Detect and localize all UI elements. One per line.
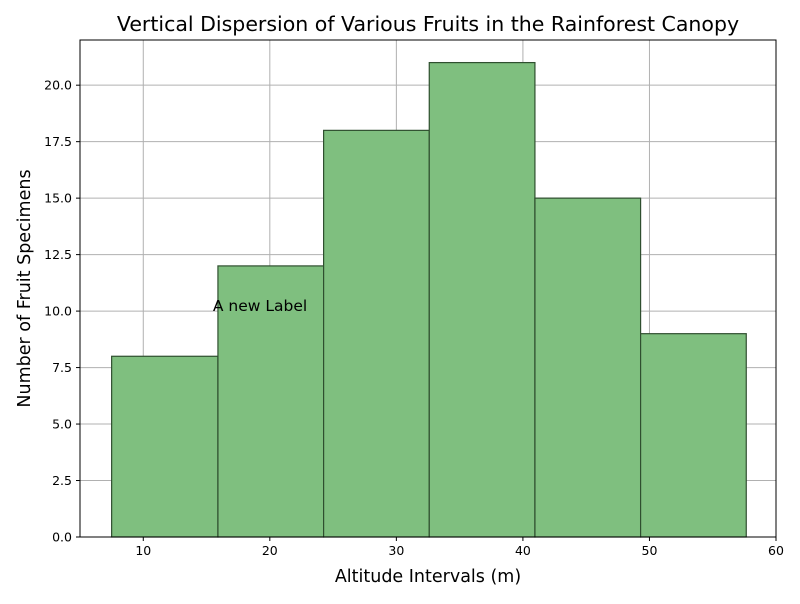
- plot-frame: [79, 39, 777, 538]
- chart-title: Vertical Dispersion of Various Fruits in…: [117, 12, 739, 36]
- x-tick-label: 50: [642, 543, 658, 558]
- y-tick-label: 7.5: [52, 360, 72, 375]
- y-tick-label: 2.5: [52, 473, 72, 488]
- x-axis-label: Altitude Intervals (m): [335, 567, 521, 587]
- histogram-bar: [534, 197, 642, 538]
- bars: [111, 61, 747, 538]
- x-tick-label: 20: [262, 543, 278, 558]
- y-tick-label: 10.0: [44, 304, 72, 319]
- histogram-bar: [323, 129, 430, 538]
- histogram-bar: [428, 61, 536, 538]
- annotation-label: A new Label: [213, 297, 307, 315]
- y-tick-label: 5.0: [52, 417, 72, 432]
- y-tick-label: 15.0: [44, 191, 72, 206]
- y-tick-label: 20.0: [44, 78, 72, 93]
- x-tick-label: 10: [135, 543, 151, 558]
- histogram-bar: [217, 265, 325, 538]
- histogram-bar: [111, 355, 219, 538]
- x-tick-label: 30: [388, 543, 404, 558]
- y-axis-label: Number of Fruit Specimens: [15, 169, 35, 407]
- x-tick-label: 40: [515, 543, 531, 558]
- x-tick-label: 60: [768, 543, 784, 558]
- y-tick-label: 17.5: [44, 134, 72, 149]
- ticks: 10 20 30 40 50 60 0.0 2.5 5.0 7.5 10.0 12.5 15.0 17.5…: [44, 78, 784, 558]
- y-tick-label: 0.0: [52, 530, 72, 545]
- histogram-bar: [639, 333, 747, 538]
- y-tick-label: 12.5: [44, 247, 72, 262]
